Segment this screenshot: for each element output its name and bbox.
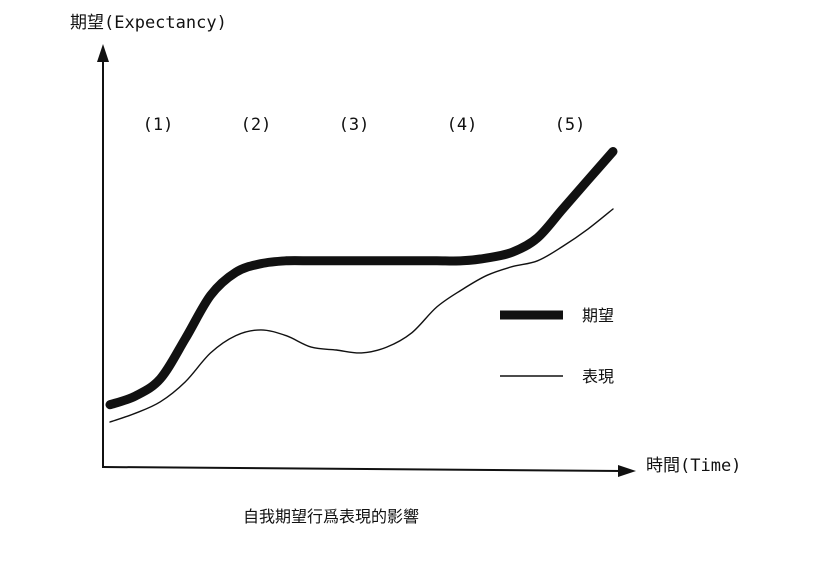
x-axis-arrow xyxy=(618,465,636,477)
y-axis-arrow xyxy=(97,44,109,62)
x-axis-label: 時間(Time) xyxy=(646,456,741,476)
legend: 期望 表現 xyxy=(500,306,614,386)
phase-label: (4) xyxy=(447,115,478,135)
phase-label: (2) xyxy=(241,115,272,135)
legend-label-performance: 表現 xyxy=(582,367,614,386)
x-axis xyxy=(102,466,623,472)
figure-caption: 自我期望行爲表現的影響 xyxy=(243,507,419,526)
phase-labels: (1) (2) (3) (4) (5) xyxy=(143,115,586,135)
phase-label: (5) xyxy=(555,115,586,135)
series-expectancy-line xyxy=(105,147,618,410)
series-performance-line xyxy=(109,208,614,423)
phase-label: (3) xyxy=(339,115,370,135)
y-axis-label: 期望(Expectancy) xyxy=(70,13,227,33)
phase-label: (1) xyxy=(143,115,174,135)
legend-label-expectancy: 期望 xyxy=(582,306,614,325)
